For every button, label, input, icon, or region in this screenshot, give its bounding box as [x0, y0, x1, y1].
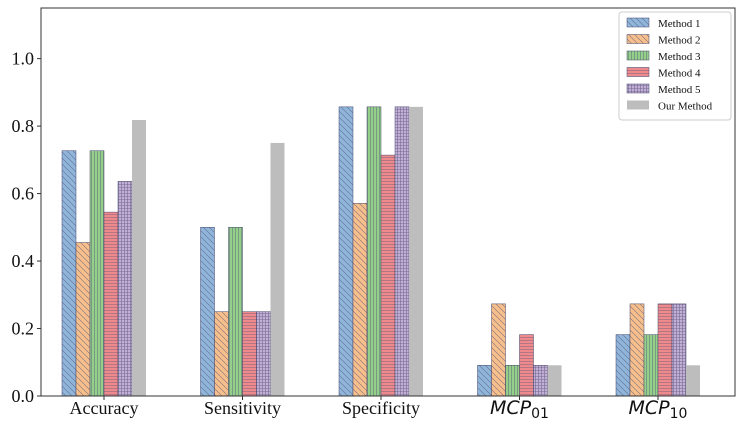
legend-swatch: [626, 83, 650, 94]
bar-method-5-specificity: [394, 106, 410, 397]
y-tick-label: 0.6: [12, 184, 35, 204]
legend-label: Method 3: [658, 51, 701, 63]
bar-method-1-accuracy: [61, 150, 77, 397]
y-tick-label: 0.2: [12, 319, 35, 339]
y-tick-label: 0.0: [12, 386, 35, 406]
legend-swatch: [626, 34, 650, 44]
x-tick-label: MCP10: [629, 397, 688, 422]
bar-method-5-mcp01: [533, 365, 548, 397]
bar-method-3-sensitivity: [228, 227, 243, 397]
x-axis: Accuracy Sensitivity Specificity MCP01 MCP10: [70, 396, 688, 422]
bar-our-method-specificity: [409, 106, 423, 396]
legend-swatch: [627, 100, 649, 110]
y-axis: 0.0 0.2 0.4 0.6 0.8 1.0: [12, 49, 41, 406]
bar-method-1-sensitivity: [200, 227, 215, 397]
x-tick-label: Specificity: [342, 398, 420, 418]
bar-method-4-sensitivity: [242, 311, 257, 397]
x-tick-label: MCP01: [490, 397, 549, 422]
legend-swatch: [626, 50, 650, 61]
bar-method-3-accuracy: [89, 150, 105, 397]
bar-method-2-accuracy: [75, 242, 91, 397]
bar-method-4-mcp10: [657, 303, 673, 397]
bar-method-2-specificity: [352, 203, 368, 397]
bar-method-4-specificity: [380, 154, 396, 397]
bar-our-method-sensitivity: [270, 142, 285, 396]
plot-frame: [40, 7, 736, 397]
bar-method-5-mcp10: [671, 303, 687, 397]
legend-label: Method 1: [658, 18, 700, 30]
legend-label: Method 5: [658, 84, 701, 96]
bar-method-1-mcp01: [477, 365, 492, 397]
x-tick-label: Accuracy: [70, 398, 139, 418]
bar-method-2-sensitivity: [214, 311, 229, 397]
legend-label: Method 2: [658, 35, 700, 47]
y-tick-label: 0.8: [12, 116, 35, 136]
bar-method-1-mcp10: [615, 334, 631, 397]
bar-method-1-specificity: [338, 106, 354, 397]
legend-swatch: [626, 17, 650, 28]
bar-our-method-mcp01: [547, 365, 562, 396]
y-tick-label: 0.4: [12, 251, 35, 271]
bar-method-3-mcp01: [505, 365, 520, 397]
legend: Method 1 Method 2 Method 3 Method 4 Method 5…: [618, 11, 732, 121]
bar-our-method-mcp10: [686, 365, 700, 396]
bar-our-method-accuracy: [132, 120, 146, 396]
legend-label: Method 4: [658, 68, 701, 80]
legend-swatch: [626, 67, 650, 77]
bars-layer: [61, 106, 700, 397]
bar-method-3-mcp10: [643, 334, 659, 397]
y-tick-label: 1.0: [12, 49, 35, 69]
bar-method-5-sensitivity: [256, 311, 271, 397]
bar-method-5-accuracy: [117, 181, 133, 397]
bar-method-4-accuracy: [103, 211, 119, 397]
bar-method-4-mcp01: [519, 334, 534, 397]
legend-label: Our Method: [658, 101, 713, 113]
x-tick-label: Sensitivity: [204, 398, 281, 418]
bar-method-2-mcp10: [629, 303, 645, 397]
bar-method-2-mcp01: [491, 303, 506, 397]
bar-method-3-specificity: [366, 106, 382, 397]
